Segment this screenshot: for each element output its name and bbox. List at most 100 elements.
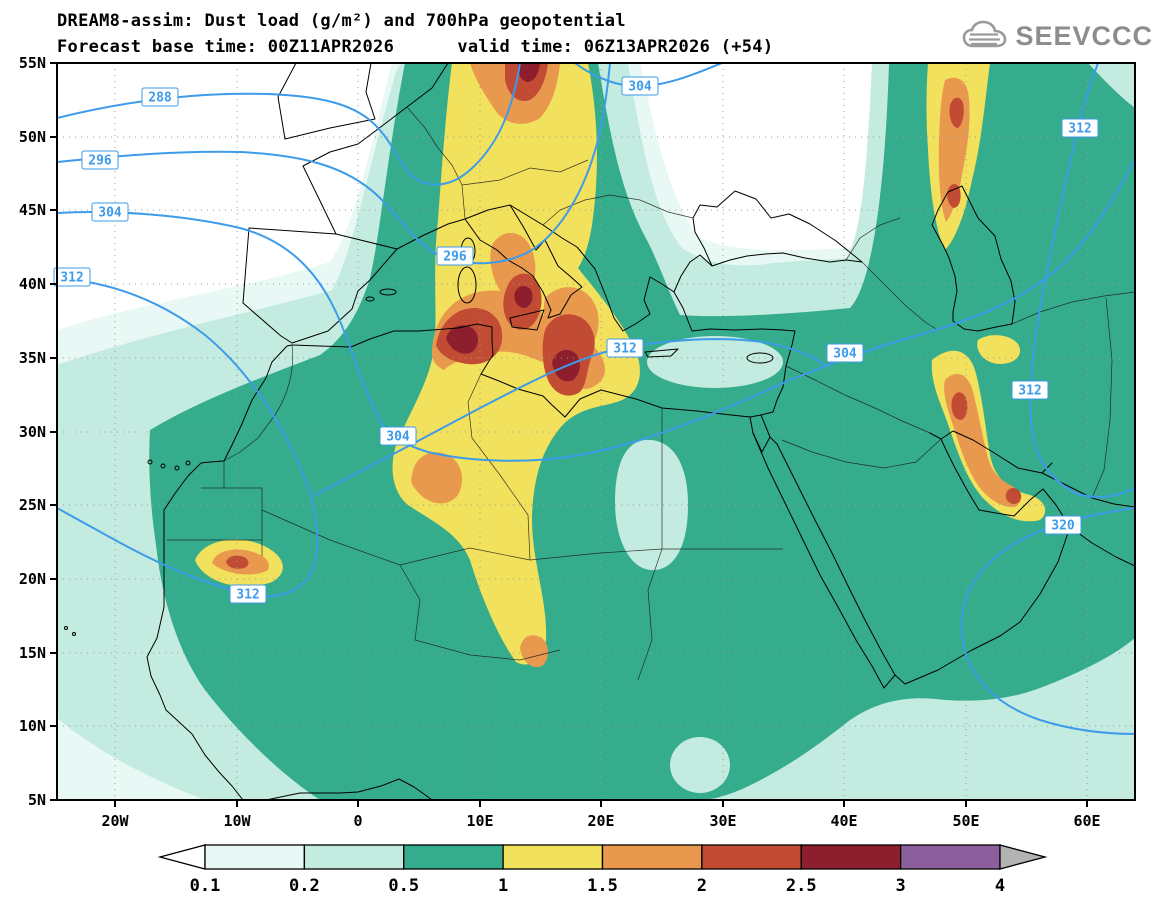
- colorbar-tick-label: 3: [896, 876, 906, 896]
- dust-layer-2p5-top: [517, 63, 540, 82]
- lat-tick-label: 25N: [19, 496, 46, 514]
- contour-label-text: 312: [236, 588, 259, 603]
- lat-tick-label: 50N: [19, 128, 46, 146]
- colorbar-tick-label: 4: [995, 876, 1005, 896]
- colorbar-segment: [403, 844, 504, 870]
- lon-tick-label: 30E: [709, 812, 736, 830]
- lon-tick-label: 10W: [223, 812, 251, 830]
- island-canary-3: [174, 465, 180, 471]
- lat-tick-label: 30N: [19, 423, 46, 441]
- figure-titles: DREAM8-assim: Dust load (g/m²) and 700hP…: [57, 8, 773, 60]
- lat-tick-label: 35N: [19, 349, 46, 367]
- coast-caspian: [931, 185, 1016, 332]
- dust-layer-2-mauritania: [226, 555, 249, 569]
- coast-aegean-blacksea: [673, 190, 863, 293]
- contour-labels: 288 296 304 312 304 296 312 304 304 312 312 312 320: [53, 76, 1099, 604]
- contour-312-mid: [314, 338, 827, 496]
- border-algeria-libya-niger: [399, 373, 663, 566]
- colorbar-tick-label: 0.1: [190, 876, 221, 896]
- colorbar-tick-label: 0.2: [289, 876, 320, 896]
- lat-tick-label: 40N: [19, 275, 46, 293]
- contour-label-text: 296: [88, 154, 112, 169]
- contour-label-text: 304: [628, 80, 652, 95]
- border-iraq-levant: [781, 365, 942, 469]
- border-central-europe: [461, 159, 694, 226]
- border-iran-east: [1011, 291, 1135, 499]
- colorbar: 0.1 0.2 0.5 1 1.5 2 2.5 3 4: [157, 844, 1048, 896]
- colorbar-tick-label: 2: [697, 876, 707, 896]
- island-ibiza: [365, 296, 375, 302]
- dust-layer-0p5: [149, 63, 1135, 800]
- dust-fill-layers: [57, 63, 1135, 800]
- colorbar-tick-label: 0.5: [388, 876, 419, 896]
- lon-tick-label: 20E: [587, 812, 614, 830]
- coastlines: [64, 63, 1135, 800]
- dust-layer-1p5-niger: [520, 635, 548, 668]
- colorbar-tick-label: 1: [498, 876, 508, 896]
- contour-label-text: 320: [1051, 519, 1075, 534]
- lat-tick-label: 45N: [19, 201, 46, 219]
- lon-tick-label: 10E: [466, 812, 493, 830]
- contour-label-text: 304: [386, 430, 410, 445]
- dust-pocket-south: [670, 737, 730, 793]
- dust-pocket-east-med: [647, 336, 783, 388]
- colorbar-segment: [800, 844, 902, 870]
- border-sahara-steps: [167, 461, 263, 556]
- coast-red-sea: [752, 432, 896, 689]
- coast-balkans-levant-north-africa: [291, 204, 796, 418]
- border-sahel: [399, 564, 561, 661]
- contour-label-box: [621, 76, 659, 96]
- coast-west-europe: [302, 63, 449, 235]
- border-france-east: [406, 106, 466, 220]
- contour-312-east: [1029, 63, 1135, 498]
- lat-tick-label: 20N: [19, 570, 46, 588]
- contour-label-box: [53, 267, 91, 287]
- contour-label-box: [379, 426, 417, 446]
- logo-text: SEEVCCC: [1015, 20, 1153, 51]
- contour-label-text: 312: [613, 342, 636, 357]
- colorbar-segment: [502, 844, 604, 870]
- island-capeverde-1: [64, 626, 68, 630]
- lon-tick-label: 40E: [830, 812, 857, 830]
- dust-layer-1p5-central-algeria: [411, 452, 463, 504]
- dust-layer-1-nw-iran: [977, 335, 1020, 364]
- lat-tick-label: 55N: [19, 54, 46, 72]
- contour-label-box: [1061, 118, 1099, 138]
- border-turkey-caucasus: [845, 217, 939, 331]
- cloud-icon: [963, 20, 1007, 48]
- lat-tick-label: 10N: [19, 717, 46, 735]
- coast-britain: [277, 63, 376, 140]
- border-morocco-algeria: [223, 344, 293, 462]
- colorbar-under-arrow: [157, 844, 206, 870]
- border-algeria-mali: [261, 509, 401, 566]
- dust-layer-2-zagros: [951, 392, 968, 420]
- island-canary-1: [147, 459, 153, 465]
- contour-label-box: [141, 87, 179, 107]
- coast-italy: [464, 204, 583, 319]
- coast-iberia: [242, 227, 398, 344]
- lat-tick-label: 15N: [19, 644, 46, 662]
- colorbar-segment: [204, 844, 306, 870]
- border-sudan-chad: [637, 548, 663, 681]
- contour-label-text: 288: [148, 91, 172, 106]
- contour-label-box: [229, 584, 267, 604]
- title-line1: DREAM8-assim: Dust load (g/m²) and 700hP…: [57, 11, 626, 31]
- coast-islands: [509, 309, 679, 358]
- lon-tick-label: 60E: [1073, 812, 1100, 830]
- island-sardinia: [457, 266, 477, 304]
- coast-sinai: [749, 414, 778, 453]
- colorbar-over-arrow: [999, 844, 1048, 870]
- contour-296: [57, 63, 611, 265]
- axis-labels: 55N 50N 45N 40N 35N 30N 25N 20N 15N 10N 5N 20W 10W 0 1…: [19, 54, 1101, 830]
- dust-layer-2-caucasus-b: [947, 184, 961, 208]
- contour-label-box: [1044, 515, 1082, 535]
- contour-label-text: 296: [443, 250, 467, 265]
- lon-tick-label: 20W: [101, 812, 129, 830]
- contour-label-text: 304: [833, 347, 857, 362]
- contour-312-west: [57, 277, 319, 598]
- contour-label-box: [81, 150, 119, 170]
- colorbar-segment: [601, 844, 703, 870]
- colorbar-segment: [303, 844, 405, 870]
